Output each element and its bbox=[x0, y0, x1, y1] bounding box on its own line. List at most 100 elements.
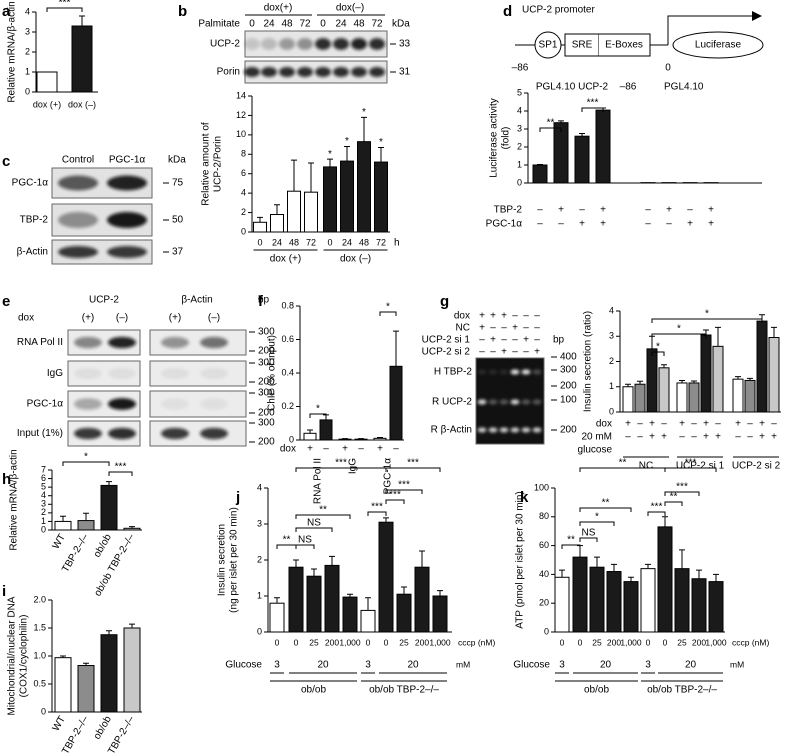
glucose-value: 20 bbox=[600, 660, 612, 671]
row-value: + bbox=[735, 419, 741, 430]
error-bar bbox=[129, 623, 135, 628]
gel-band bbox=[369, 38, 385, 50]
y-tick-label: 0 bbox=[25, 86, 30, 96]
error-bar bbox=[327, 158, 333, 167]
panel-letter: i bbox=[2, 583, 6, 600]
gel-band bbox=[477, 369, 487, 375]
error-bar bbox=[344, 146, 350, 162]
gel-row-label: R β-Actin bbox=[431, 425, 472, 436]
group-label: UCP-2 si 1 bbox=[676, 461, 725, 472]
glucose-value: 3 bbox=[274, 660, 280, 671]
tss-arrow bbox=[667, 15, 752, 45]
error-bar bbox=[437, 590, 443, 596]
row-value: – bbox=[679, 432, 685, 443]
bar bbox=[123, 627, 141, 713]
bar bbox=[319, 419, 333, 441]
size-label: 50 bbox=[172, 215, 184, 226]
x-tick-label: 0 bbox=[646, 637, 651, 647]
gel-band bbox=[521, 369, 531, 375]
y-tick-label: 4 bbox=[241, 188, 246, 198]
error-bar bbox=[401, 586, 407, 595]
significance: * bbox=[345, 136, 349, 147]
gel-treatment: Palmitate bbox=[198, 19, 240, 30]
row-value: + bbox=[307, 444, 313, 455]
row-value: – bbox=[715, 419, 721, 430]
error-bar bbox=[60, 515, 66, 522]
y-tick-label: 0.8 bbox=[281, 300, 294, 310]
error-bar bbox=[645, 563, 651, 569]
y-tick-label: 1 bbox=[517, 159, 522, 169]
bar bbox=[674, 568, 690, 633]
gel-row-label: UCP-2 bbox=[210, 39, 240, 50]
bar bbox=[303, 432, 317, 441]
y-tick-label: 100 bbox=[534, 482, 549, 492]
sp1-site bbox=[534, 31, 562, 59]
significance: *** bbox=[335, 458, 347, 469]
size-label: 200 bbox=[258, 408, 275, 419]
condition-value: – bbox=[534, 323, 540, 334]
y-tick-label: 1.5 bbox=[33, 622, 46, 632]
y-tick-label: 14 bbox=[236, 90, 246, 100]
condition-value: + bbox=[490, 311, 496, 322]
gel-band bbox=[74, 427, 102, 440]
error-bar bbox=[735, 376, 741, 380]
significance-bracket bbox=[46, 7, 83, 12]
row-value: + bbox=[687, 219, 693, 230]
error-bar bbox=[679, 549, 685, 569]
gel-band bbox=[279, 67, 295, 77]
panel-letter: b bbox=[178, 3, 187, 20]
gel-band bbox=[477, 427, 487, 433]
bar bbox=[270, 214, 284, 233]
condition-value: – bbox=[479, 347, 485, 358]
significance: NS bbox=[582, 528, 596, 539]
size-label: 300 bbox=[560, 365, 577, 376]
y-axis-label: Mitochondrial/nuclear DNA bbox=[7, 596, 18, 715]
significance: * bbox=[316, 404, 320, 415]
condition-value: + bbox=[501, 311, 507, 322]
significance: ** bbox=[547, 118, 555, 129]
significance-bracket bbox=[385, 467, 441, 472]
gel-row-label: H TBP-2 bbox=[434, 367, 473, 378]
x-tick-label: dox (+) bbox=[33, 99, 61, 109]
y-axis-label: Relative mRNA/β-actin bbox=[7, 1, 18, 102]
gel-band bbox=[510, 427, 520, 433]
row-value: – bbox=[661, 419, 667, 430]
significance-bracket bbox=[295, 527, 333, 532]
y-tick-label: 2 bbox=[517, 141, 522, 151]
error-bar bbox=[649, 335, 655, 349]
condition-value: + bbox=[523, 335, 529, 346]
gel-band bbox=[521, 399, 531, 405]
lane-label: (–) bbox=[208, 313, 220, 324]
significance: *** bbox=[685, 458, 697, 469]
gel-band bbox=[261, 67, 277, 77]
condition-value: – bbox=[523, 347, 529, 358]
bar bbox=[374, 161, 388, 233]
row-label: 20 mM bbox=[581, 432, 612, 443]
error-bar bbox=[691, 380, 697, 383]
bar bbox=[338, 438, 352, 441]
significance-bracket bbox=[664, 467, 717, 472]
condition-value: – bbox=[523, 311, 529, 322]
error-bar bbox=[83, 662, 89, 666]
x-tick-label: dox (–) bbox=[68, 99, 96, 109]
gel-band bbox=[532, 399, 542, 405]
header: –86 bbox=[620, 82, 637, 93]
error-bar bbox=[308, 162, 314, 193]
y-axis-label: UCP-2/Porin bbox=[213, 136, 224, 192]
gel-row-label: RNA Pol II bbox=[17, 337, 63, 348]
y-tick-label: 2 bbox=[241, 207, 246, 217]
y-axis-label: Luciferase activity bbox=[489, 98, 500, 177]
luciferase bbox=[672, 31, 764, 59]
bar bbox=[700, 334, 712, 413]
bar bbox=[396, 593, 412, 633]
bar bbox=[606, 571, 622, 633]
x-tick-label: WT bbox=[51, 714, 68, 733]
lane-label: 0 bbox=[320, 19, 326, 30]
bar bbox=[304, 191, 318, 233]
y-tick-label: 12 bbox=[236, 110, 246, 120]
x-tick-label: 0 bbox=[578, 637, 583, 647]
gel-band bbox=[58, 212, 98, 228]
row-value: – bbox=[645, 205, 651, 216]
size-label: 300 bbox=[258, 327, 275, 338]
group-label: ob/ob bbox=[584, 685, 609, 696]
